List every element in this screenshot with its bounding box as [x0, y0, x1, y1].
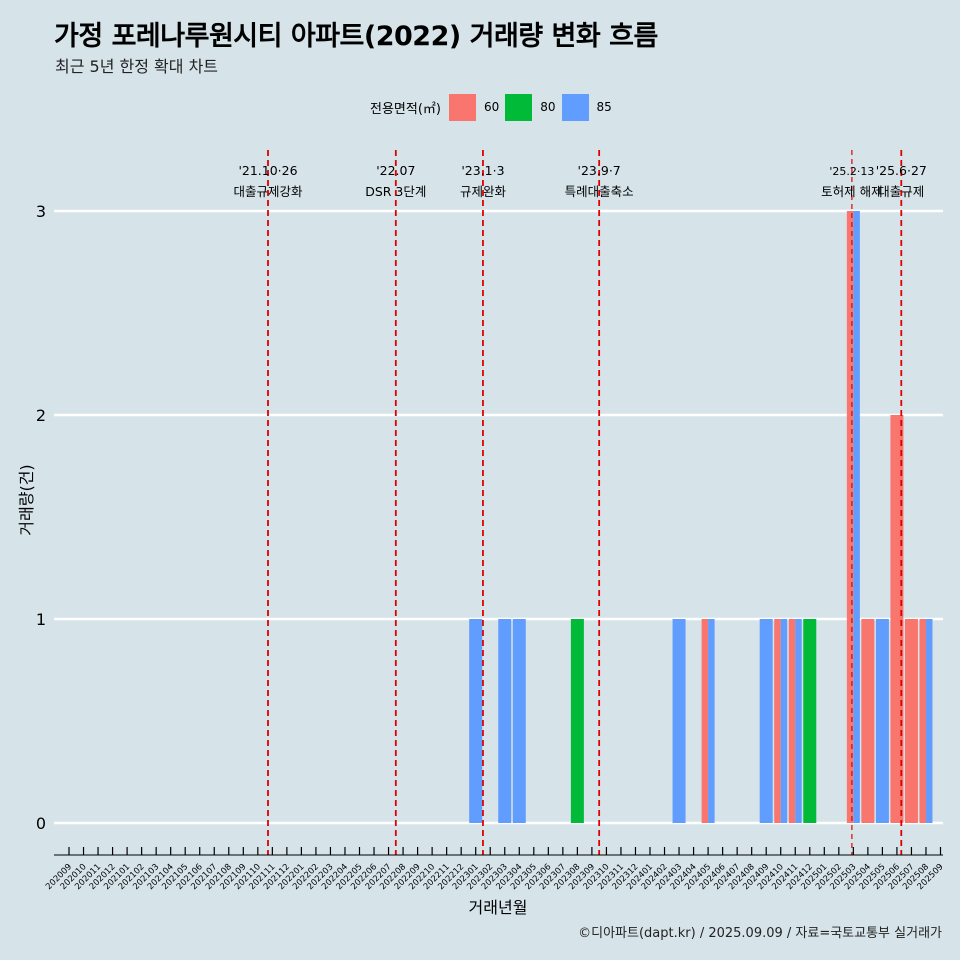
bar-202505-85 — [875, 619, 889, 823]
bar-202405-85 — [708, 619, 715, 823]
y-tick-label-2: 2 — [36, 406, 46, 425]
legend-label-80: 80 — [540, 100, 556, 114]
legend-item-60: 60 — [448, 93, 500, 121]
y-tick-label-0: 0 — [36, 814, 46, 833]
event-date-label-1: '22.07 — [376, 163, 415, 178]
chart-subtitle: 최근 5년 한정 확대 차트 — [55, 57, 219, 76]
event-label-4: 토허제 해제 — [821, 184, 882, 199]
bar-202411-60 — [788, 619, 796, 823]
y-tick-label-3: 3 — [36, 202, 46, 221]
event-label-5: 대출규제 — [878, 184, 924, 199]
bar-202301-85 — [469, 619, 483, 823]
event-date-label-4: '25.2·13 — [829, 165, 874, 178]
bar-202304-85 — [512, 619, 526, 823]
bar-202409-85 — [759, 619, 773, 823]
legend-swatch-85 — [561, 93, 589, 121]
bar-202410-85 — [780, 619, 788, 823]
bar-202507-60 — [904, 619, 918, 823]
bar-202403-85 — [672, 619, 686, 823]
legend-item-80: 80 — [505, 93, 556, 121]
legend-item-85: 85 — [561, 93, 612, 121]
bars-layer — [469, 211, 933, 823]
bar-202410-60 — [774, 619, 781, 823]
bar-202412-80 — [803, 619, 817, 823]
legend-swatch-80 — [505, 93, 533, 121]
event-date-label-2: '23.1·3 — [461, 163, 504, 178]
bar-202506-60 — [890, 415, 904, 823]
bar-202503-85 — [853, 211, 860, 823]
event-label-3: 특례대출축소 — [565, 184, 634, 199]
bar-202508-60 — [919, 619, 926, 823]
bar-202504-60 — [861, 619, 875, 823]
y-tick-label-1: 1 — [36, 610, 46, 629]
events-layer: '21.10·26 대출규제강화 '22.07 DSR 3단계 '23.1·3 규제완화 '… — [233, 150, 927, 855]
legend-label-60: 60 — [483, 100, 500, 114]
event-label-0: 대출규제강화 — [233, 184, 303, 199]
bar-202411-85 — [795, 619, 802, 823]
event-date-label-3: '23.9·7 — [578, 163, 621, 178]
chart-title: 가정 포레나루원시티 아파트(2022) 거래량 변화 흐름 — [54, 21, 658, 52]
bar-202405-60 — [701, 619, 709, 823]
legend-swatch-60 — [448, 93, 476, 121]
y-axis-title: 거래량(건) — [17, 464, 36, 535]
event-label-1: DSR 3단계 — [365, 184, 426, 199]
event-date-label-0: '21.10·26 — [238, 163, 297, 178]
x-axis-title: 거래년월 — [469, 898, 528, 917]
footer-credit: ©디아파트(dapt.kr) / 2025.09.09 / 자료=국토교통부 실… — [578, 926, 942, 941]
bar-202508-85 — [925, 619, 933, 823]
legend-label-85: 85 — [596, 100, 612, 114]
bar-202503-60 — [846, 211, 854, 823]
legend: 전용면적(㎡) 60 80 85 — [370, 93, 618, 121]
event-date-label-5: '25.6·27 — [876, 163, 927, 178]
event-label-2: 규제완화 — [460, 184, 507, 199]
bar-202308-80 — [570, 619, 584, 823]
bar-202303-85 — [498, 619, 512, 823]
legend-title: 전용면적(㎡) — [370, 101, 441, 117]
